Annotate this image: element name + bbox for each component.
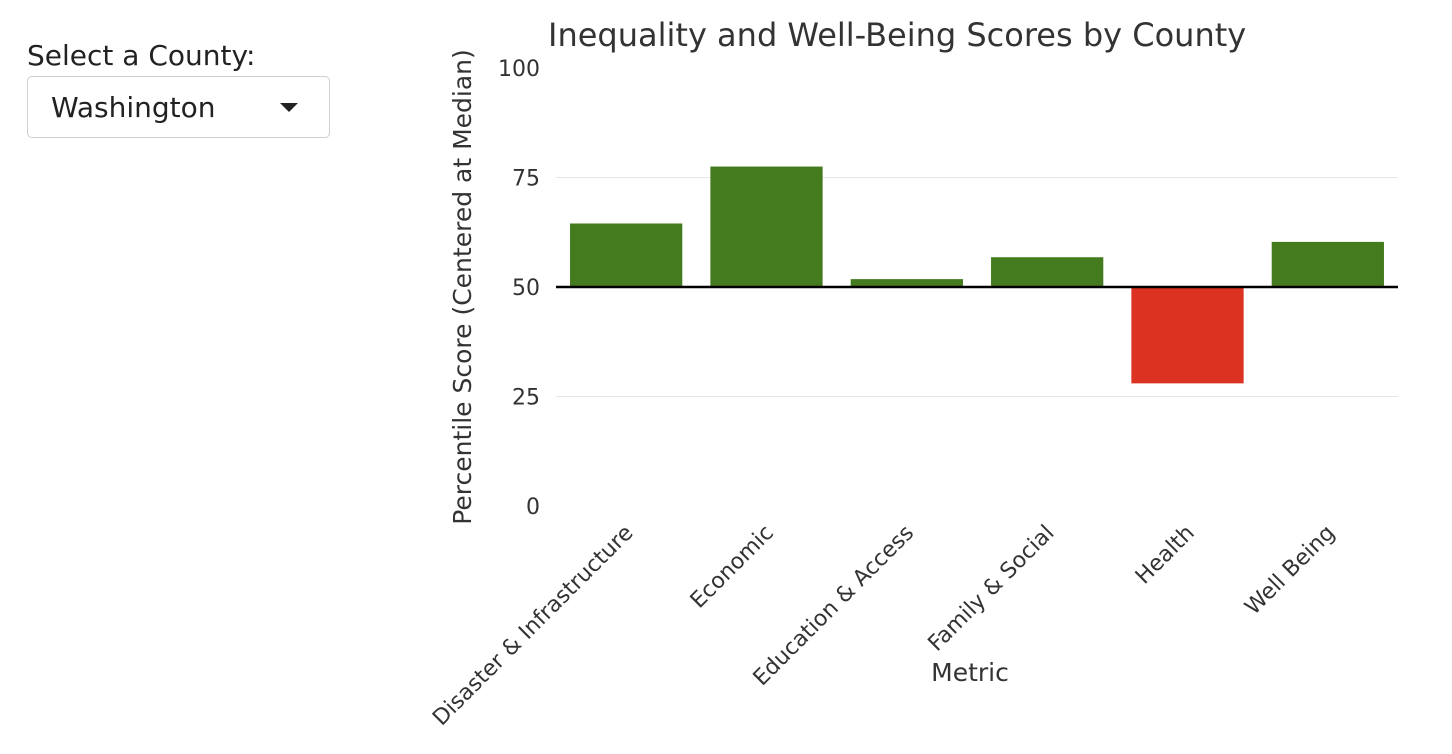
chart-title: Inequality and Well-Being Scores by Coun…: [548, 16, 1246, 54]
y-tick-label: 100: [498, 57, 540, 82]
y-tick-label: 50: [512, 276, 540, 301]
y-tick-label: 75: [512, 167, 540, 192]
bar[interactable]: [1271, 241, 1384, 287]
county-dropdown-value: Washington: [51, 91, 216, 124]
county-select-label: Select a County:: [27, 39, 256, 72]
caret-down-icon: [280, 103, 298, 112]
x-tick-label: Economic: [686, 521, 779, 614]
x-axis-label: Metric: [931, 658, 1009, 687]
bar[interactable]: [570, 223, 683, 287]
bar[interactable]: [710, 166, 823, 287]
x-tick-label: Disaster & Infrastructure: [428, 521, 638, 731]
x-tick-label: Education & Access: [749, 521, 919, 691]
county-selector-panel: Select a County: Washington: [27, 36, 332, 138]
y-tick-label: 0: [526, 495, 540, 520]
x-tick-label: Well Being: [1240, 521, 1340, 621]
y-axis-label: Percentile Score (Centered at Median): [448, 49, 477, 525]
county-dropdown[interactable]: Washington: [27, 76, 330, 138]
x-tick-label: Health: [1131, 521, 1200, 590]
bar[interactable]: [1131, 287, 1244, 384]
bar[interactable]: [991, 257, 1104, 287]
x-tick-label: Family & Social: [924, 521, 1060, 657]
bar[interactable]: [850, 279, 963, 287]
y-tick-label: 25: [512, 386, 540, 411]
